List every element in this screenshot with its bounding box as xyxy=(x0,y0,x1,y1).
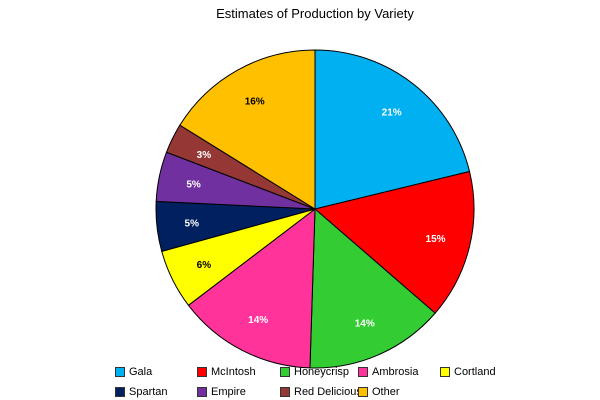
data-label: 16% xyxy=(245,97,265,108)
legend-item: Cortland xyxy=(440,366,496,378)
legend-label: Other xyxy=(372,386,400,398)
legend-item: Gala xyxy=(115,366,152,378)
legend-label: Spartan xyxy=(129,386,168,398)
legend-item: Ambrosia xyxy=(358,366,418,378)
legend-item: Empire xyxy=(197,386,246,398)
pie-slice-honeycrisp xyxy=(309,207,436,369)
data-label: 3% xyxy=(197,150,212,161)
data-label: 14% xyxy=(248,315,268,326)
legend-label: Red Delicious xyxy=(294,386,362,398)
legend-swatch xyxy=(358,367,368,377)
legend-item: Red Delicious xyxy=(280,386,362,398)
legend-swatch xyxy=(440,367,450,377)
legend-label: Empire xyxy=(211,386,246,398)
legend-swatch xyxy=(115,387,125,397)
legend-swatch xyxy=(197,387,207,397)
legend-swatch xyxy=(280,387,290,397)
pie-slice-gala xyxy=(314,49,471,210)
legend-item: McIntosh xyxy=(197,366,256,378)
legend-swatch xyxy=(280,367,290,377)
legend-swatch xyxy=(197,367,207,377)
data-label: 5% xyxy=(186,180,201,191)
pie-slice-mcintosh xyxy=(313,170,475,314)
legend-label: McIntosh xyxy=(211,366,256,378)
chart-title: Estimates of Production by Variety xyxy=(216,6,414,21)
legend-item: Honeycrisp xyxy=(280,366,349,378)
pie-slice-ambrosia xyxy=(187,207,316,369)
legend-item: Other xyxy=(358,386,400,398)
legend-item: Spartan xyxy=(115,386,168,398)
legend-label: Gala xyxy=(129,366,153,378)
data-label: 21% xyxy=(382,108,402,119)
data-label: 6% xyxy=(197,260,212,271)
legend-label: Cortland xyxy=(454,366,496,378)
pie-slice-other xyxy=(179,49,316,210)
legend-label: Honeycrisp xyxy=(294,366,350,378)
legend-label: Ambrosia xyxy=(372,366,419,378)
data-label: 14% xyxy=(355,319,375,330)
legend-swatch xyxy=(358,387,368,397)
data-label: 5% xyxy=(185,219,200,230)
data-label: 15% xyxy=(426,234,446,245)
legend-swatch xyxy=(115,367,125,377)
